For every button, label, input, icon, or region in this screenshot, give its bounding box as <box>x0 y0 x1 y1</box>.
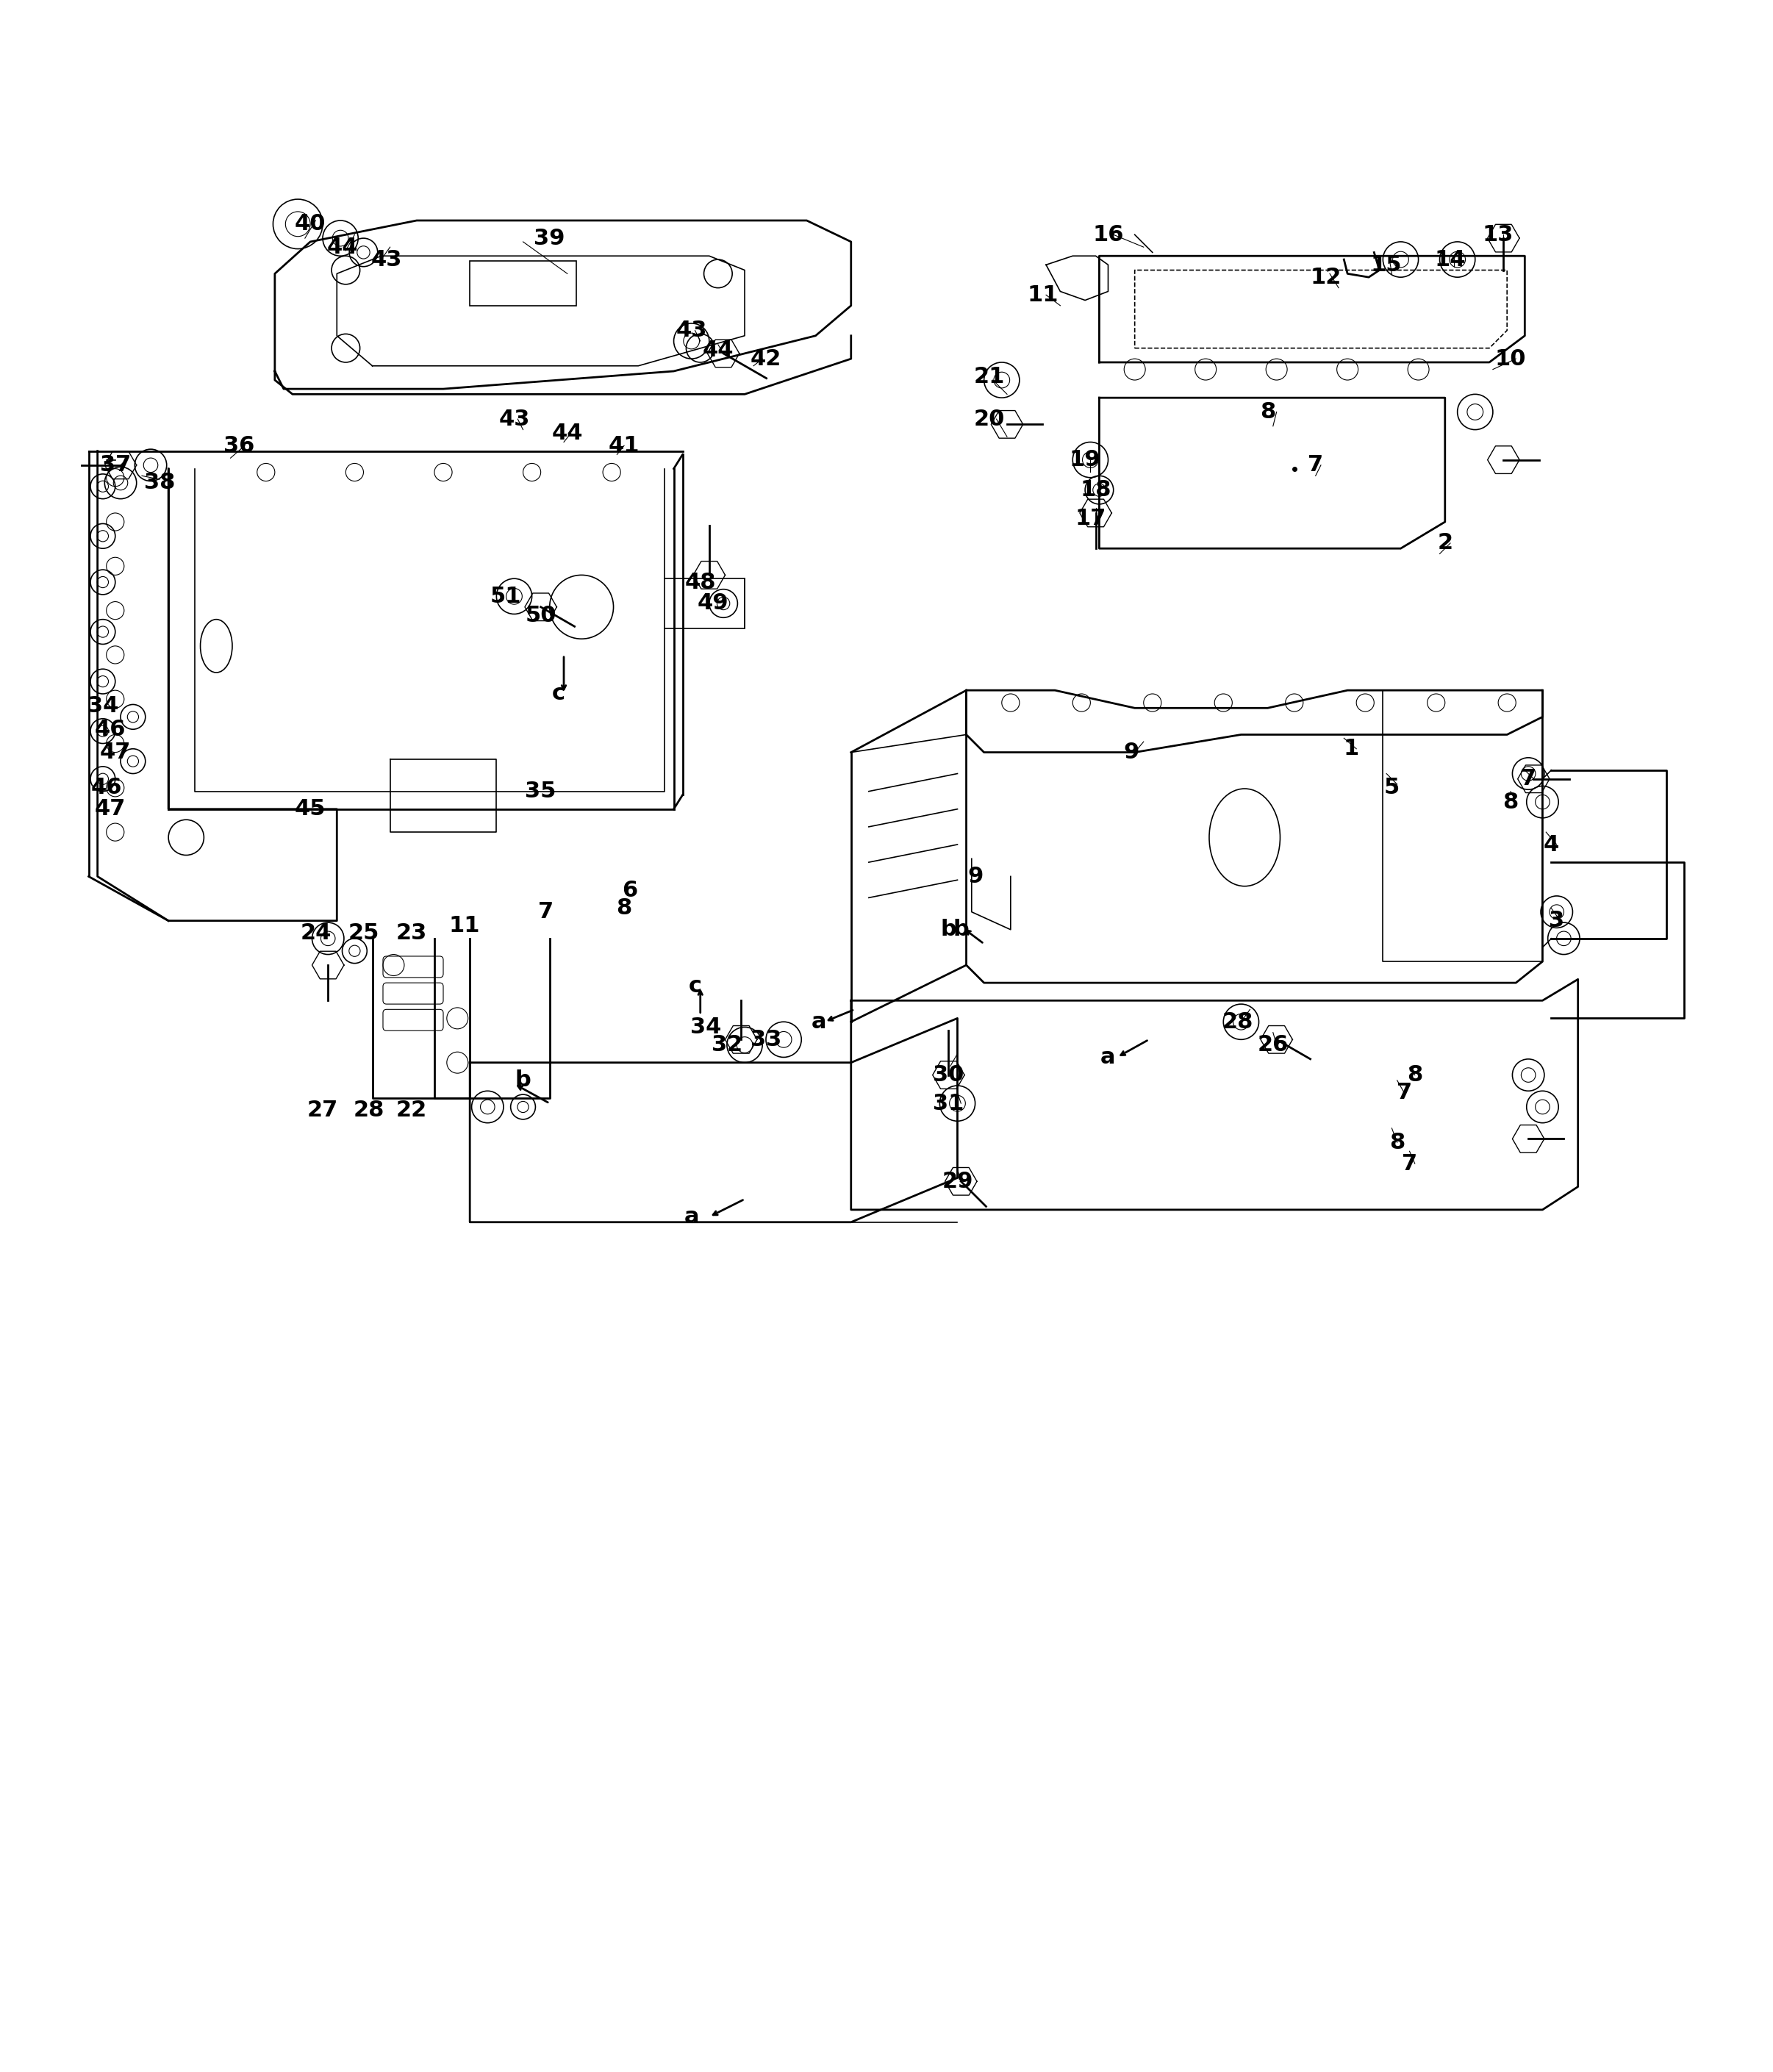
Text: 8: 8 <box>1504 792 1518 812</box>
Text: b: b <box>940 920 957 941</box>
Text: 8: 8 <box>1408 1065 1422 1086</box>
Text: 43: 43 <box>498 408 530 429</box>
Text: 44: 44 <box>551 423 583 443</box>
Text: 9: 9 <box>1124 742 1138 762</box>
Text: a: a <box>684 1206 699 1227</box>
Text: c: c <box>688 976 702 997</box>
Text: 7: 7 <box>1521 769 1535 789</box>
Text: 11: 11 <box>449 916 480 937</box>
Text: 7: 7 <box>539 901 553 922</box>
Text: 20: 20 <box>973 408 1005 429</box>
Text: 45: 45 <box>294 798 326 821</box>
Text: 10: 10 <box>1495 348 1527 369</box>
Text: 36: 36 <box>223 435 255 456</box>
Text: 1: 1 <box>1344 738 1358 760</box>
Text: 35: 35 <box>525 781 557 802</box>
Text: 8: 8 <box>617 897 631 920</box>
Text: 43: 43 <box>676 319 707 342</box>
Text: 21: 21 <box>973 367 1005 387</box>
Text: 6: 6 <box>622 881 637 901</box>
Text: 46: 46 <box>94 719 126 740</box>
Text: 39: 39 <box>534 228 566 249</box>
Text: 7: 7 <box>1397 1082 1411 1104</box>
Text: 4: 4 <box>1544 833 1558 856</box>
Text: 33: 33 <box>750 1030 782 1051</box>
Text: 27: 27 <box>307 1100 339 1121</box>
Text: 17: 17 <box>1074 508 1106 528</box>
Text: 44: 44 <box>702 340 734 361</box>
Text: 5: 5 <box>1385 777 1399 798</box>
Text: 30: 30 <box>933 1065 965 1086</box>
Text: 3: 3 <box>1550 910 1564 932</box>
Text: 9: 9 <box>968 866 982 887</box>
Text: 44: 44 <box>326 236 358 257</box>
Text: 47: 47 <box>94 798 126 821</box>
Text: 50: 50 <box>525 605 557 626</box>
Text: 42: 42 <box>750 348 782 369</box>
Text: 40: 40 <box>294 213 326 234</box>
Text: 34: 34 <box>87 696 119 717</box>
Text: 28: 28 <box>1222 1011 1254 1032</box>
Text: 14: 14 <box>1434 249 1466 269</box>
Text: 41: 41 <box>608 435 640 456</box>
Text: 46: 46 <box>90 777 122 798</box>
Text: 16: 16 <box>1092 224 1124 244</box>
Text: 18: 18 <box>1080 479 1112 501</box>
Text: 15: 15 <box>1371 255 1402 276</box>
Text: 48: 48 <box>684 572 716 593</box>
Text: 22: 22 <box>395 1100 427 1121</box>
Text: a: a <box>1101 1046 1115 1067</box>
Text: 23: 23 <box>395 922 427 945</box>
Text: 19: 19 <box>1069 450 1101 470</box>
Text: b: b <box>514 1069 532 1092</box>
Text: 29: 29 <box>941 1171 973 1191</box>
Text: c: c <box>551 684 566 704</box>
Text: 26: 26 <box>1257 1034 1289 1055</box>
Text: 25: 25 <box>348 922 379 945</box>
Text: 2: 2 <box>1438 533 1452 553</box>
Text: 38: 38 <box>144 472 176 493</box>
Text: 8: 8 <box>1261 402 1275 423</box>
Text: 37: 37 <box>99 454 131 477</box>
Text: 32: 32 <box>711 1034 743 1055</box>
Text: 49: 49 <box>697 593 729 613</box>
Text: 31: 31 <box>933 1092 965 1115</box>
Text: a: a <box>812 1011 826 1032</box>
Text: 11: 11 <box>1027 284 1058 305</box>
Text: 7: 7 <box>1402 1152 1417 1175</box>
Text: 28: 28 <box>353 1100 385 1121</box>
Text: 24: 24 <box>300 922 332 945</box>
Bar <box>470 261 576 305</box>
Text: 47: 47 <box>99 742 131 762</box>
Text: 51: 51 <box>489 586 521 607</box>
Text: b: b <box>952 920 970 941</box>
Text: 34: 34 <box>690 1017 722 1038</box>
Text: 7: 7 <box>1308 454 1323 477</box>
Text: 43: 43 <box>371 249 402 269</box>
Text: 13: 13 <box>1482 224 1514 244</box>
Text: 12: 12 <box>1310 267 1342 288</box>
Text: 8: 8 <box>1390 1131 1404 1152</box>
